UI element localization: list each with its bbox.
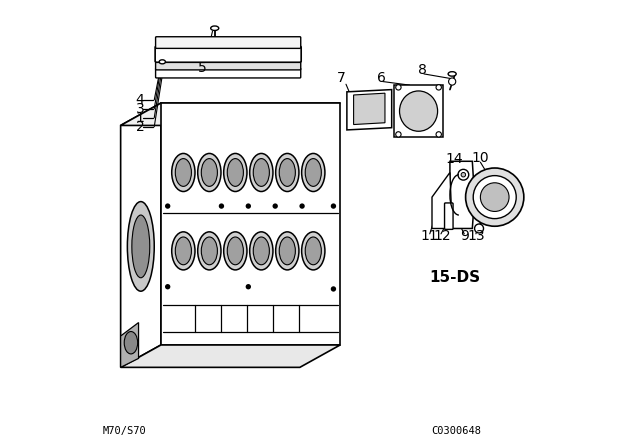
Text: 11: 11 xyxy=(421,229,438,243)
Polygon shape xyxy=(347,90,392,130)
Text: 13: 13 xyxy=(467,229,484,243)
Circle shape xyxy=(461,172,466,177)
Text: 15-DS: 15-DS xyxy=(429,270,480,285)
Ellipse shape xyxy=(175,237,191,265)
Polygon shape xyxy=(121,345,340,367)
Text: 6: 6 xyxy=(378,71,387,86)
Text: M70/S70: M70/S70 xyxy=(103,426,147,436)
Text: 14: 14 xyxy=(445,152,463,166)
Ellipse shape xyxy=(279,159,296,186)
Ellipse shape xyxy=(224,153,247,192)
Ellipse shape xyxy=(279,237,296,265)
Circle shape xyxy=(474,224,484,233)
Polygon shape xyxy=(121,323,139,367)
Circle shape xyxy=(396,85,401,90)
Polygon shape xyxy=(432,172,452,228)
Circle shape xyxy=(273,203,278,209)
Ellipse shape xyxy=(127,202,154,291)
Ellipse shape xyxy=(253,237,269,265)
Circle shape xyxy=(219,203,224,209)
Ellipse shape xyxy=(227,237,243,265)
Ellipse shape xyxy=(201,237,218,265)
Circle shape xyxy=(436,85,442,90)
Text: C0300648: C0300648 xyxy=(431,426,481,436)
Ellipse shape xyxy=(253,159,269,186)
FancyBboxPatch shape xyxy=(156,37,301,48)
Ellipse shape xyxy=(301,232,325,270)
Text: 3: 3 xyxy=(136,102,144,116)
Circle shape xyxy=(481,183,509,211)
Polygon shape xyxy=(353,93,385,125)
Ellipse shape xyxy=(124,332,138,354)
Ellipse shape xyxy=(227,159,243,186)
Circle shape xyxy=(436,132,442,137)
Circle shape xyxy=(300,203,305,209)
Ellipse shape xyxy=(198,232,221,270)
Ellipse shape xyxy=(132,215,150,278)
FancyBboxPatch shape xyxy=(155,46,301,62)
Circle shape xyxy=(466,168,524,226)
Ellipse shape xyxy=(250,153,273,192)
Text: 8: 8 xyxy=(418,63,427,78)
Text: 4: 4 xyxy=(136,93,144,107)
Ellipse shape xyxy=(198,153,221,192)
Polygon shape xyxy=(450,161,475,228)
Circle shape xyxy=(331,286,336,292)
Ellipse shape xyxy=(211,26,219,30)
Circle shape xyxy=(165,284,170,289)
Polygon shape xyxy=(161,103,340,345)
Ellipse shape xyxy=(175,159,191,186)
Ellipse shape xyxy=(172,232,195,270)
FancyBboxPatch shape xyxy=(156,68,301,78)
Ellipse shape xyxy=(399,91,438,131)
Polygon shape xyxy=(394,85,443,137)
Ellipse shape xyxy=(305,159,321,186)
Text: 12: 12 xyxy=(433,229,451,243)
Ellipse shape xyxy=(276,153,299,192)
Ellipse shape xyxy=(224,232,247,270)
Text: 5: 5 xyxy=(198,61,207,75)
Circle shape xyxy=(458,169,468,180)
Circle shape xyxy=(331,203,336,209)
Ellipse shape xyxy=(172,153,195,192)
Text: 2: 2 xyxy=(136,120,144,134)
Polygon shape xyxy=(121,103,161,367)
Circle shape xyxy=(165,203,170,209)
Ellipse shape xyxy=(250,232,273,270)
Ellipse shape xyxy=(276,232,299,270)
Text: 1: 1 xyxy=(136,111,145,125)
Text: 7: 7 xyxy=(337,71,346,86)
FancyBboxPatch shape xyxy=(156,60,301,70)
Circle shape xyxy=(246,203,251,209)
Circle shape xyxy=(246,284,251,289)
Ellipse shape xyxy=(305,237,321,265)
Circle shape xyxy=(449,78,456,85)
Ellipse shape xyxy=(301,153,325,192)
Ellipse shape xyxy=(448,72,456,76)
Ellipse shape xyxy=(159,60,166,64)
Ellipse shape xyxy=(201,159,218,186)
Text: 10: 10 xyxy=(472,151,489,165)
Polygon shape xyxy=(121,103,340,125)
Circle shape xyxy=(396,132,401,137)
Text: 9: 9 xyxy=(460,229,468,243)
FancyBboxPatch shape xyxy=(445,203,453,229)
Circle shape xyxy=(473,176,516,219)
